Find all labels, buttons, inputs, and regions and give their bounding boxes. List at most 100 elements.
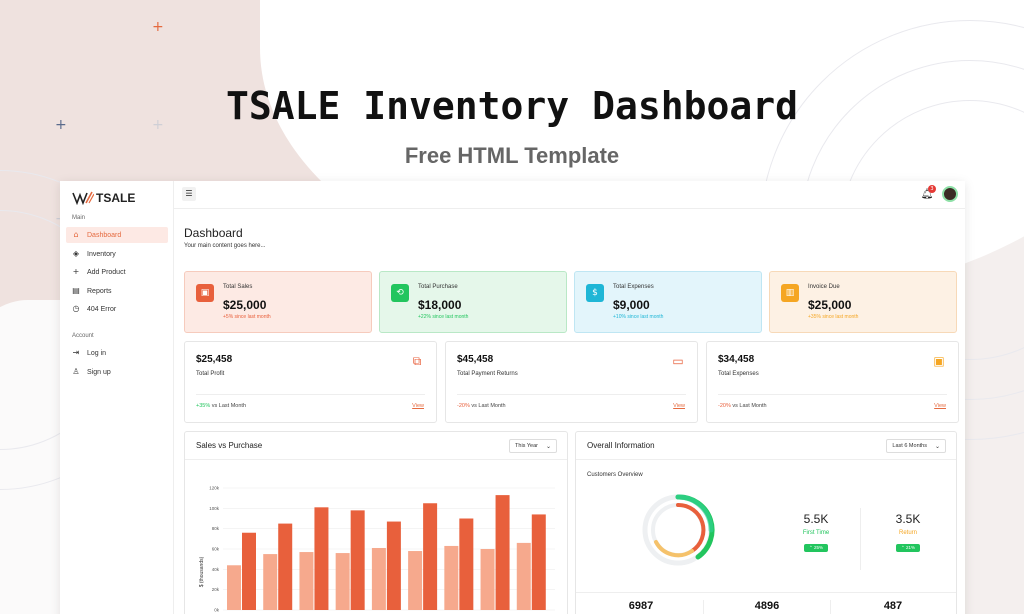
chevron-down-icon: ⌄ <box>934 442 940 450</box>
sidebar-item-reports[interactable]: ▤ Reports <box>66 283 168 299</box>
y-tick-label: 20k <box>212 587 220 592</box>
purchase-bar[interactable] <box>423 503 438 610</box>
divider <box>457 394 686 395</box>
document-icon: ▥ <box>781 284 799 302</box>
page-title: Dashboard <box>184 226 243 240</box>
metric-badge-value: 25% <box>814 545 824 550</box>
kpi-value: $25,000 <box>808 298 852 312</box>
stat-label: Total Expenses <box>718 371 759 377</box>
stat-card-total-payment-returns: $45,458 Total Payment Returns ▭ -20% vs … <box>445 341 698 423</box>
stat-value: $45,458 <box>457 354 494 365</box>
card-icon: ▭ <box>672 354 684 368</box>
logo[interactable]: TSALE <box>72 189 135 207</box>
kpi-card-total-expenses[interactable]: $ Total Expenses $9,000 +10% since last … <box>574 271 762 333</box>
period-select[interactable]: This Year ⌄ <box>509 439 557 453</box>
panel-title: Overall Information <box>587 441 655 450</box>
kpi-card-total-sales[interactable]: ▣ Total Sales $25,000 +5% since last mon… <box>184 271 372 333</box>
sidebar-item-404-error[interactable]: ◷ 404 Error <box>66 301 168 317</box>
panel-title: Sales vs Purchase <box>196 441 263 450</box>
sales-bar[interactable] <box>516 542 531 610</box>
menu-icon[interactable]: ☰ <box>182 187 196 201</box>
sales-bar[interactable] <box>371 547 386 610</box>
sidebar-section-account: Account <box>72 333 94 339</box>
sales-bar[interactable] <box>227 565 241 610</box>
kpi-label: Invoice Due <box>808 284 840 290</box>
stat-delta-text: vs Last Month <box>210 403 247 409</box>
sidebar-item-add-product[interactable]: + Add Product <box>66 264 168 280</box>
purchase-bar[interactable] <box>495 495 510 610</box>
kpi-label: Total Purchase <box>418 284 458 290</box>
sales-bar[interactable] <box>408 551 423 610</box>
kpi-card-total-purchase[interactable]: ⟲ Total Purchase $18,000 +22% since last… <box>379 271 567 333</box>
y-tick-label: 40k <box>212 567 220 572</box>
view-link[interactable]: View <box>673 403 685 409</box>
sales-bar[interactable] <box>335 553 350 610</box>
sales-purchase-chart: $ (thousands) 0k 20k 40k 60k 80k 100k 120k <box>199 486 555 613</box>
sales-bar[interactable] <box>444 545 459 610</box>
metric-label: First Time <box>802 530 830 536</box>
copy-icon: ⧉ <box>412 354 422 368</box>
kpi-card-invoice-due[interactable]: ▥ Invoice Due $25,000 +35% since last mo… <box>769 271 957 333</box>
logo-mark-icon <box>72 191 94 205</box>
kpi-delta: +10% since last month <box>613 314 664 320</box>
divider <box>703 600 704 614</box>
y-tick-label: 0k <box>214 608 220 613</box>
stat-label: Total Profit <box>196 371 225 377</box>
sales-vs-purchase-panel: Sales vs Purchase This Year ⌄ $ (thousan… <box>184 431 568 614</box>
kpi-value: $25,000 <box>223 298 267 312</box>
divider <box>196 394 425 395</box>
sidebar-item-label: Sign up <box>87 368 111 376</box>
plus-icon: + <box>55 117 67 133</box>
sidebar-item-label: 404 Error <box>87 305 117 313</box>
clipboard-icon: ▤ <box>72 286 80 295</box>
purchase-bar[interactable] <box>350 510 365 610</box>
notification-bell-icon[interactable]: 🔔︎ 3 <box>920 185 936 202</box>
stat-label: Total Payment Returns <box>457 371 518 377</box>
view-link[interactable]: View <box>934 403 946 409</box>
stat-delta-text: vs Last Month <box>730 403 767 409</box>
cash-icon: ▣ <box>933 354 945 368</box>
dollar-icon: $ <box>586 284 604 302</box>
sales-bar[interactable] <box>299 552 314 610</box>
purchase-bar[interactable] <box>314 507 329 610</box>
purchase-bar[interactable] <box>242 532 256 610</box>
metric-label: Return <box>898 530 917 536</box>
view-link[interactable]: View <box>412 403 424 409</box>
hero-title: TSALE Inventory Dashboard <box>226 84 798 128</box>
purchase-bar[interactable] <box>278 523 293 610</box>
notification-badge: 3 <box>928 185 936 193</box>
purchase-bar[interactable] <box>459 518 474 611</box>
metric-value: 5.5K <box>803 512 829 526</box>
panel-header: Overall Information Last 6 Months ⌄ <box>576 432 956 460</box>
sidebar: TSALE Main ⌂ Dashboard ◈ Inventory + Add… <box>60 181 174 614</box>
user-icon: ♙ <box>72 367 80 376</box>
sidebar-item-label: Add Product <box>87 268 126 276</box>
period-select-value: Last 6 Months <box>892 442 927 449</box>
stat-delta: -20% vs Last Month <box>457 403 506 409</box>
overall-value: 6987 <box>628 600 654 612</box>
sidebar-item-login[interactable]: ⇥ Log in <box>66 345 168 361</box>
sidebar-item-label: Log in <box>87 349 107 357</box>
main-content: Dashboard Your main content goes here...… <box>174 209 965 614</box>
divider <box>718 394 947 395</box>
sales-bar[interactable] <box>263 554 278 610</box>
sidebar-item-inventory[interactable]: ◈ Inventory <box>66 246 168 262</box>
period-select[interactable]: Last 6 Months ⌄ <box>886 439 946 453</box>
purchase-bar[interactable] <box>531 514 546 610</box>
stat-delta-value: +35% <box>196 403 211 409</box>
sales-bar[interactable] <box>480 549 495 610</box>
page-subtitle: Your main content goes here... <box>184 243 266 249</box>
avatar[interactable] <box>942 186 958 202</box>
overall-value: 487 <box>883 600 903 612</box>
sidebar-item-dashboard[interactable]: ⌂ Dashboard <box>66 227 168 243</box>
divider <box>830 600 831 614</box>
period-select-value: This Year <box>515 442 538 449</box>
sidebar-item-signup[interactable]: ♙ Sign up <box>66 364 168 380</box>
logo-text: TSALE <box>96 191 136 205</box>
first-time-metric: 5.5K First Time ⌃ 25% <box>786 512 846 554</box>
sidebar-section-main: Main <box>72 215 86 221</box>
purchase-bar[interactable] <box>386 521 401 610</box>
divider <box>576 592 956 593</box>
kpi-delta: +5% since last month <box>223 314 271 320</box>
plus-icon: + <box>152 117 164 133</box>
